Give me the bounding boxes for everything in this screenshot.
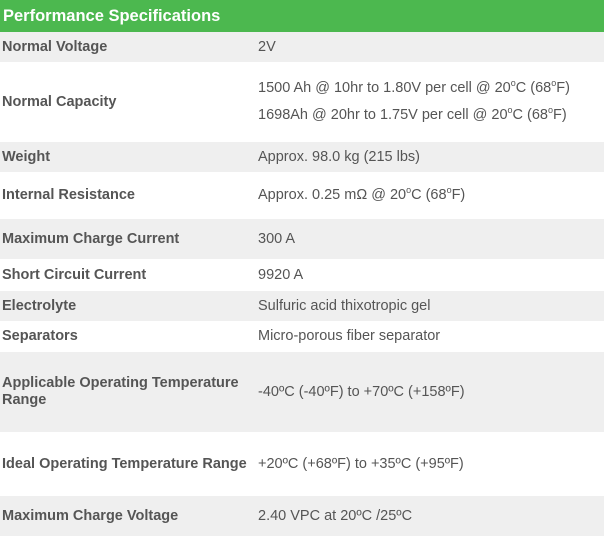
spec-value: 300 A [255, 219, 604, 259]
spec-value-line: Approx. 0.25 mΩ @ 20oC (68oF) [258, 185, 466, 204]
spec-value: 2V [255, 32, 604, 62]
spec-value-line: Micro-porous fiber separator [258, 328, 441, 344]
spec-label: Ideal Operating Temperature Range [2, 455, 247, 472]
degree-mark: o [551, 78, 557, 88]
spec-value: Approx. 98.0 kg (215 lbs) [255, 142, 604, 172]
spec-value-line: 1500 Ah @ 10hr to 1.80V per cell @ 20oC … [258, 78, 570, 97]
spec-row-maximum-charge-voltage: Maximum Charge Voltage 2.40 VPC at 20ºC … [0, 496, 604, 536]
spec-label: Normal Capacity [2, 93, 117, 110]
spec-row-ideal-operating-temperature-range: Ideal Operating Temperature Range +20ºC … [0, 432, 604, 496]
degree-mark: o [548, 105, 554, 115]
spec-value: +20ºC (+68ºF) to +35ºC (+95ºF) [255, 432, 604, 496]
spec-value: Micro-porous fiber separator [255, 321, 604, 352]
spec-row-separators: Separators Micro-porous fiber separator [0, 321, 604, 352]
spec-value: 9920 A [255, 259, 604, 291]
spec-value: -40ºC (-40ºF) to +70ºC (+158ºF) [255, 352, 604, 432]
degree-mark: o [406, 185, 412, 195]
spec-value-line: 1698Ah @ 20hr to 1.75V per cell @ 20oC (… [258, 105, 567, 124]
spec-label: Short Circuit Current [2, 266, 147, 283]
spec-row-normal-capacity: Normal Capacity 1500 Ah @ 10hr to 1.80V … [0, 62, 604, 142]
spec-label: Applicable Operating Temperature Range [2, 375, 239, 408]
spec-row-weight: Weight Approx. 98.0 kg (215 lbs) [0, 142, 604, 172]
spec-value-line: +20ºC (+68ºF) to +35ºC (+95ºF) [258, 455, 464, 472]
spec-label: Electrolyte [2, 297, 77, 314]
spec-value-line: 2V [258, 38, 276, 55]
spec-label: Maximum Charge Voltage [2, 507, 179, 524]
spec-label: Separators [2, 328, 78, 344]
table-header-row: Performance Specifications [0, 0, 604, 32]
spec-value: 2.40 VPC at 20ºC /25ºC [255, 496, 604, 536]
degree-mark: o [507, 105, 513, 115]
spec-label: Maximum Charge Current [2, 230, 180, 247]
spec-value: 1500 Ah @ 10hr to 1.80V per cell @ 20oC … [255, 62, 604, 142]
degree-mark: o [510, 78, 516, 88]
spec-value-line: 2.40 VPC at 20ºC /25ºC [258, 507, 413, 524]
spec-value-line: 300 A [258, 230, 296, 247]
spec-row-short-circuit-current: Short Circuit Current 9920 A [0, 259, 604, 291]
spec-row-internal-resistance: Internal Resistance Approx. 0.25 mΩ @ 20… [0, 172, 604, 219]
spec-value-line: Approx. 98.0 kg (215 lbs) [258, 148, 421, 165]
spec-value: Sulfuric acid thixotropic gel [255, 291, 604, 321]
spec-row-normal-voltage: Normal Voltage 2V [0, 32, 604, 62]
spec-value-line: Sulfuric acid thixotropic gel [258, 297, 431, 314]
spec-label: Normal Voltage [2, 38, 108, 55]
spec-row-maximum-charge-current: Maximum Charge Current 300 A [0, 219, 604, 259]
table-title: Performance Specifications [3, 6, 221, 25]
spec-value-line: -40ºC (-40ºF) to +70ºC (+158ºF) [258, 383, 465, 400]
degree-mark: o [446, 185, 452, 195]
spec-row-electrolyte: Electrolyte Sulfuric acid thixotropic ge… [0, 291, 604, 321]
spec-label: Weight [2, 148, 51, 165]
spec-label: Internal Resistance [2, 187, 135, 203]
spec-value-line: 9920 A [258, 266, 304, 283]
spec-value: Approx. 0.25 mΩ @ 20oC (68oF) [255, 172, 604, 219]
spec-row-applicable-operating-temperature-range: Applicable Operating Temperature Range -… [0, 352, 604, 432]
